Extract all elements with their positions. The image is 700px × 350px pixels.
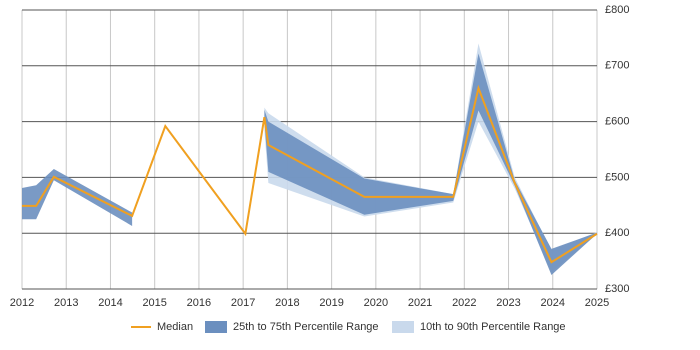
y-tick-label: £400: [605, 227, 629, 239]
x-tick-label: 2015: [142, 297, 166, 309]
x-tick-label: 2016: [187, 297, 211, 309]
legend-swatch: [205, 321, 227, 333]
x-tick-label: 2012: [10, 297, 34, 309]
legend-swatch: [392, 321, 414, 333]
x-tick-label: 2019: [319, 297, 343, 309]
x-tick-label: 2017: [231, 297, 255, 309]
y-tick-label: £700: [605, 60, 629, 72]
y-tick-label: £500: [605, 171, 629, 183]
median-line: [22, 84, 598, 264]
x-tick-label: 2025: [585, 297, 609, 309]
legend-label: 25th to 75th Percentile Range: [233, 321, 379, 333]
y-tick-label: £800: [605, 4, 629, 16]
x-tick-label: 2013: [54, 297, 78, 309]
x-tick-label: 2014: [98, 297, 122, 309]
x-tick-label: 2024: [541, 297, 565, 309]
x-tick-label: 2018: [275, 297, 299, 309]
x-tick-label: 2022: [452, 297, 476, 309]
x-tick-label: 2021: [408, 297, 432, 309]
percentile-band: [264, 53, 597, 276]
x-tick-label: 2023: [496, 297, 520, 309]
legend-label: Median: [157, 321, 193, 333]
y-tick-label: £600: [605, 116, 629, 128]
legend-label: 10th to 90th Percentile Range: [420, 321, 566, 333]
y-tick-label: £300: [605, 283, 629, 295]
x-tick-label: 2020: [364, 297, 388, 309]
